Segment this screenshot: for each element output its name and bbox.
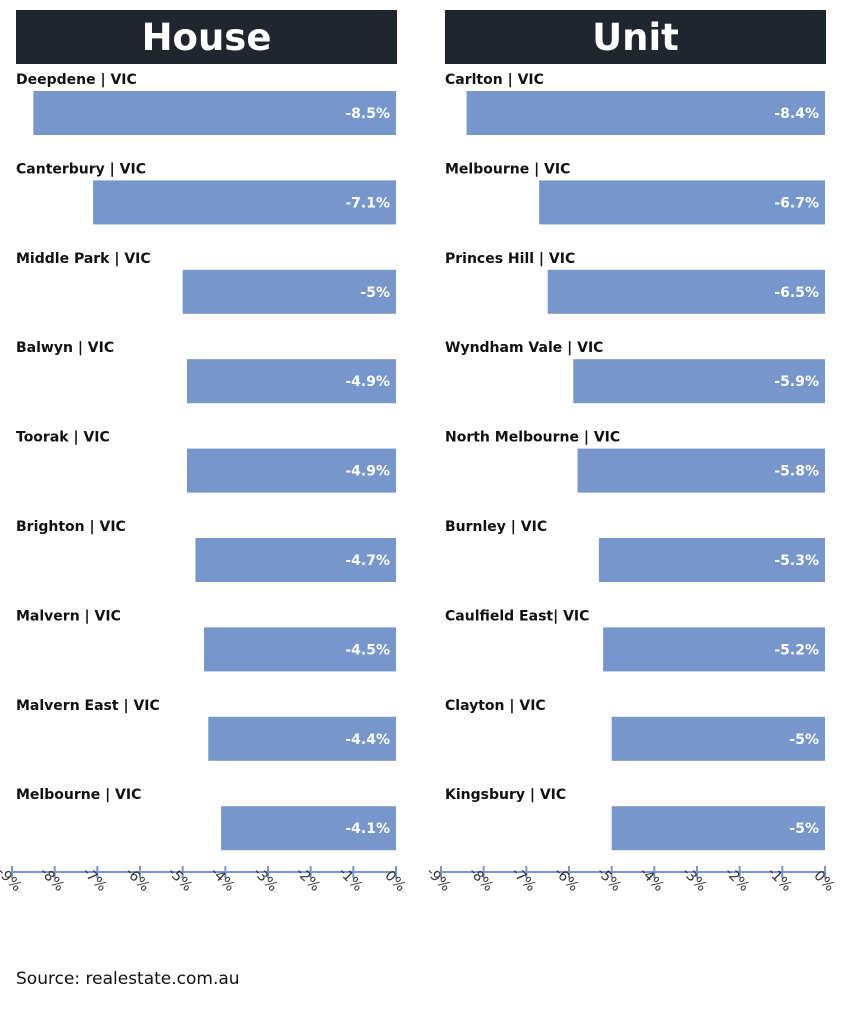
house-x-tick-label: -6% (122, 864, 153, 895)
house-bar-value-label: -8.5% (345, 106, 390, 122)
house-bar-value-label: -4.5% (345, 642, 390, 658)
house-bar-value-label: -7.1% (345, 195, 390, 211)
unit-bar (547, 269, 825, 314)
house-bar (195, 538, 396, 582)
house-category-label: Malvern | VIC (16, 608, 121, 624)
unit-x-tick-label: -5% (594, 864, 625, 895)
house-bar (182, 269, 396, 314)
house-x-tick-label: -5% (165, 864, 196, 895)
unit-category-label: North Melbourne | VIC (445, 430, 620, 446)
house-bar-value-label: -4.4% (345, 732, 390, 748)
unit-category-label: Kingsbury | VIC (445, 787, 566, 803)
unit-bar (611, 716, 825, 761)
unit-bar-value-label: -8.4% (774, 106, 819, 122)
unit-bar (573, 359, 825, 404)
house-chart-title: House (16, 10, 397, 64)
house-bar (93, 180, 397, 225)
house-category-label: Brighton | VIC (16, 519, 126, 535)
unit-x-tick-label: -2% (722, 864, 753, 895)
house-bar-value-label: -4.9% (345, 464, 390, 480)
unit-bar-value-label: -6.7% (774, 195, 819, 211)
unit-bar-value-label: -6.5% (774, 285, 819, 301)
house-category-label: Balwyn | VIC (16, 340, 114, 356)
unit-x-tick-label: -1% (764, 864, 795, 895)
house-category-label: Deepdene | VIC (16, 72, 137, 88)
unit-bar (466, 91, 825, 135)
house-bar-value-label: -5% (360, 285, 390, 301)
unit-chart-title: Unit (445, 10, 826, 64)
house-x-tick-label: -8% (37, 864, 68, 895)
house-bar (204, 627, 396, 672)
unit-category-label: Carlton | VIC (445, 72, 544, 88)
house-x-tick-label: -2% (293, 864, 324, 895)
source-note: Source: realestate.com.au (16, 969, 240, 989)
house-x-tick-label: -7% (79, 864, 110, 895)
house-bar (33, 91, 396, 135)
unit-bar (611, 806, 825, 851)
house-bar (186, 359, 396, 404)
unit-category-label: Clayton | VIC (445, 698, 546, 714)
unit-x-tick-label: -8% (466, 864, 497, 895)
house-bar (221, 806, 396, 851)
house-bar-value-label: -4.9% (345, 374, 390, 390)
house-x-tick-label: -3% (250, 864, 281, 895)
unit-category-label: Caulfield East| VIC (445, 608, 589, 624)
unit-x-tick-label: -3% (679, 864, 710, 895)
unit-bar-value-label: -5% (789, 821, 819, 837)
house-category-label: Malvern East | VIC (16, 698, 160, 714)
house-category-label: Toorak | VIC (16, 430, 110, 446)
unit-bar-value-label: -5% (789, 732, 819, 748)
unit-category-label: Wyndham Vale | VIC (445, 340, 603, 356)
unit-category-label: Princes Hill | VIC (445, 251, 575, 267)
unit-bar (539, 180, 825, 225)
unit-x-tick-label: -4% (636, 864, 667, 895)
unit-category-label: Melbourne | VIC (445, 161, 570, 177)
house-category-label: Melbourne | VIC (16, 787, 141, 803)
unit-category-label: Burnley | VIC (445, 519, 547, 535)
unit-bar-value-label: -5.2% (774, 642, 819, 658)
unit-bar-value-label: -5.9% (774, 374, 819, 390)
house-bar (208, 716, 396, 761)
house-x-tick-label: -4% (207, 864, 238, 895)
house-x-tick-label: -1% (335, 864, 366, 895)
unit-bar (598, 538, 825, 582)
house-bar-value-label: -4.7% (345, 553, 390, 569)
unit-bar (603, 627, 825, 672)
unit-bar-value-label: -5.3% (774, 553, 819, 569)
unit-bar (577, 448, 825, 493)
house-category-label: Canterbury | VIC (16, 161, 146, 177)
unit-x-tick-label: -7% (508, 864, 539, 895)
unit-x-tick-label: -6% (551, 864, 582, 895)
unit-bar-value-label: -5.8% (774, 464, 819, 480)
house-category-label: Middle Park | VIC (16, 251, 151, 267)
house-bar (186, 448, 396, 493)
unit-x-tick-label: -9% (423, 864, 454, 895)
house-bar-value-label: -4.1% (345, 821, 390, 837)
